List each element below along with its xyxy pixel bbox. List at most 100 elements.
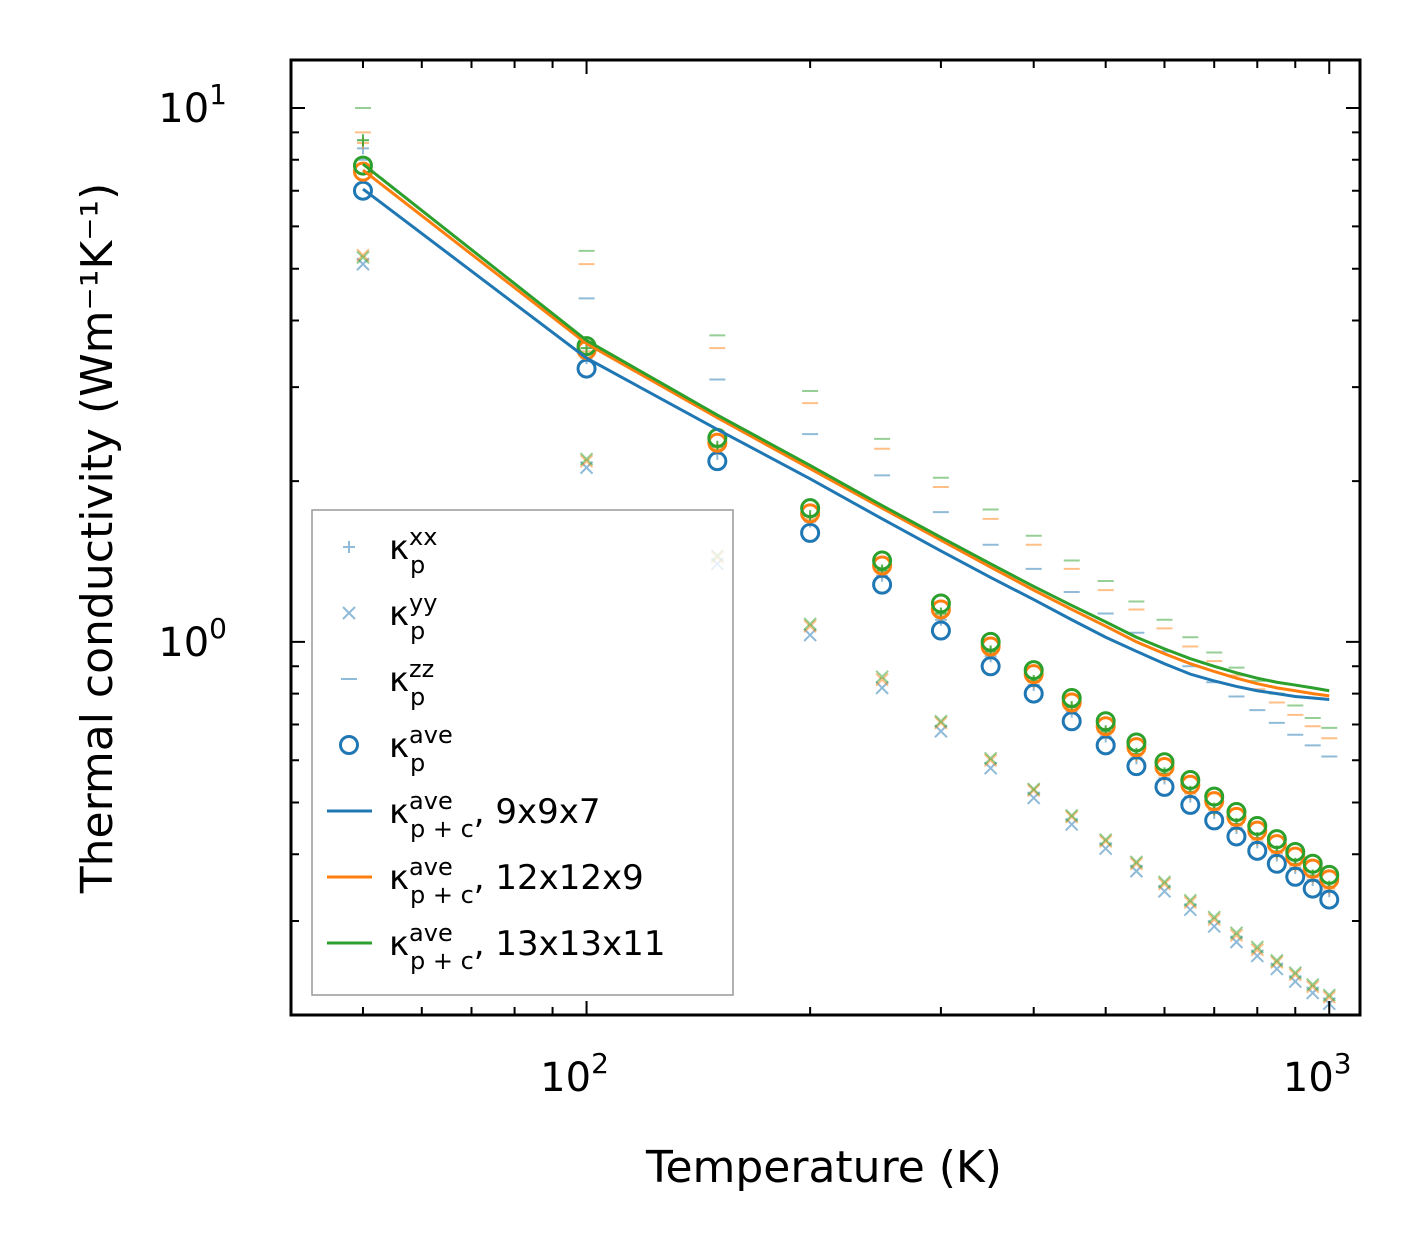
data-point-x (875, 670, 889, 684)
data-point-circle (1266, 829, 1287, 850)
series-x-ff7f0e (356, 248, 1336, 1004)
data-point-x (1098, 834, 1113, 849)
data-point-x (1322, 990, 1336, 1004)
data-point-x (1306, 977, 1320, 992)
data-point-x (803, 619, 817, 633)
data-point-circle (872, 574, 893, 595)
legend-label-superscript: ave (409, 853, 453, 881)
series-circle-2ca02c (352, 155, 1340, 885)
data-point-x (1064, 808, 1079, 823)
legend-entry: κzz p (341, 655, 434, 711)
series-hline-2ca02c (354, 106, 1338, 729)
data-point-circle (1061, 711, 1082, 732)
series-line-ff7f0e (362, 168, 1330, 698)
data-point-circle (930, 593, 951, 614)
legend-label-symbol: κ (389, 726, 409, 766)
data-point-circle (1319, 864, 1340, 885)
data-point-circle (1204, 786, 1225, 807)
legend-label-subscript: p + c (410, 815, 474, 843)
data-point-x (1157, 877, 1172, 891)
legend-entry: κave p + c, 12x12x9 (327, 853, 644, 909)
y-tick-label: 100 (158, 612, 227, 666)
x-tick-label-base: 10 (1283, 1055, 1334, 1101)
data-point-circle (800, 503, 821, 524)
legend-marker-circle (339, 735, 359, 755)
data-point-circle (1266, 853, 1287, 874)
data-point-x (1288, 967, 1302, 982)
data-point-circle (1023, 660, 1044, 681)
data-point-circle (930, 620, 951, 641)
legend-label-superscript: ave (409, 721, 453, 749)
legend-marker-x (342, 606, 356, 620)
series-line-1f77b4 (362, 187, 1330, 701)
legend-label-symbol: κ (389, 594, 409, 634)
x-tick-label-base: 10 (540, 1055, 591, 1101)
y-tick-label-base: 10 (158, 86, 209, 132)
data-point-circle (1154, 776, 1175, 797)
data-point-x (1229, 926, 1244, 940)
x-tick-label: 103 (1283, 1047, 1352, 1101)
data-point-circle (1226, 802, 1247, 823)
legend-entry: κyy p (342, 589, 437, 645)
data-point-x (1322, 988, 1336, 1002)
data-point-circle (1319, 889, 1340, 910)
data-point-x (1306, 979, 1320, 994)
legend-box (311, 509, 734, 996)
data-point-x (1250, 940, 1264, 954)
legend-entry: κave p + c, 9x9x7 (327, 787, 601, 843)
legend-label: κxx p (389, 523, 437, 579)
legend-label-symbol: κ (389, 660, 409, 700)
legend-entry: κave p (339, 721, 453, 777)
legend-label-symbol: κ (389, 858, 409, 898)
legend-label: κave p + c, 9x9x7 (389, 787, 601, 843)
data-point-circle (1204, 810, 1225, 831)
legend-label-superscript: ave (409, 919, 453, 947)
data-point-circle (1095, 735, 1116, 756)
data-point-x (1288, 966, 1302, 980)
legend-label-superscript: ave (409, 787, 453, 815)
data-point-circle (1023, 683, 1044, 704)
x-tick-label-exponent: 3 (1334, 1047, 1352, 1080)
data-point-circle (1154, 752, 1175, 773)
data-point-x (356, 250, 370, 265)
data-point-x (1064, 810, 1079, 824)
data-point-x (356, 248, 370, 262)
legend-label: κave p + c, 12x12x9 (389, 853, 644, 909)
data-point-x (983, 753, 998, 767)
data-point-x (1229, 928, 1244, 943)
legend-entry: κave p + c, 13x13x11 (327, 919, 665, 975)
y-tick-label: 101 (158, 78, 227, 132)
data-point-circle (1302, 878, 1323, 899)
plot-frame (289, 58, 1362, 1017)
y-axis-title: Thermal conductivity (Wm⁻¹K⁻¹) (72, 183, 123, 895)
legend-label: κzz p (389, 655, 434, 711)
legend-label-symbol: κ (389, 528, 409, 568)
legend-label-suffix: , 12x12x9 (474, 858, 644, 898)
data-point-x (1157, 875, 1172, 889)
legend-label: κave p (389, 721, 453, 777)
data-point-circle (1061, 687, 1082, 708)
data-point-circle (872, 550, 893, 571)
data-point-x (579, 454, 594, 468)
legend-label-symbol: κ (389, 924, 409, 964)
legend-label-subscript: p + c (410, 947, 474, 975)
data-point-circle (980, 631, 1001, 652)
series-hline-1f77b4 (354, 158, 1338, 758)
data-point-circle (1302, 853, 1323, 874)
data-point-circle (576, 358, 597, 379)
data-point-circle (980, 656, 1001, 677)
series-circle-1f77b4 (352, 180, 1340, 910)
data-point-circle (1180, 794, 1201, 815)
data-point-circle (1126, 756, 1147, 777)
legend-label-superscript: zz (409, 655, 434, 683)
data-point-circle (1180, 770, 1201, 791)
data-point-x (579, 452, 594, 466)
legend-label-suffix: , 13x13x11 (474, 924, 666, 964)
legend-label-subscript: p (410, 551, 425, 579)
data-point-circle (1095, 711, 1116, 732)
data-point-circle (1285, 866, 1306, 887)
x-tick-label-exponent: 2 (591, 1047, 609, 1080)
legend-label-subscript: p + c (410, 881, 474, 909)
